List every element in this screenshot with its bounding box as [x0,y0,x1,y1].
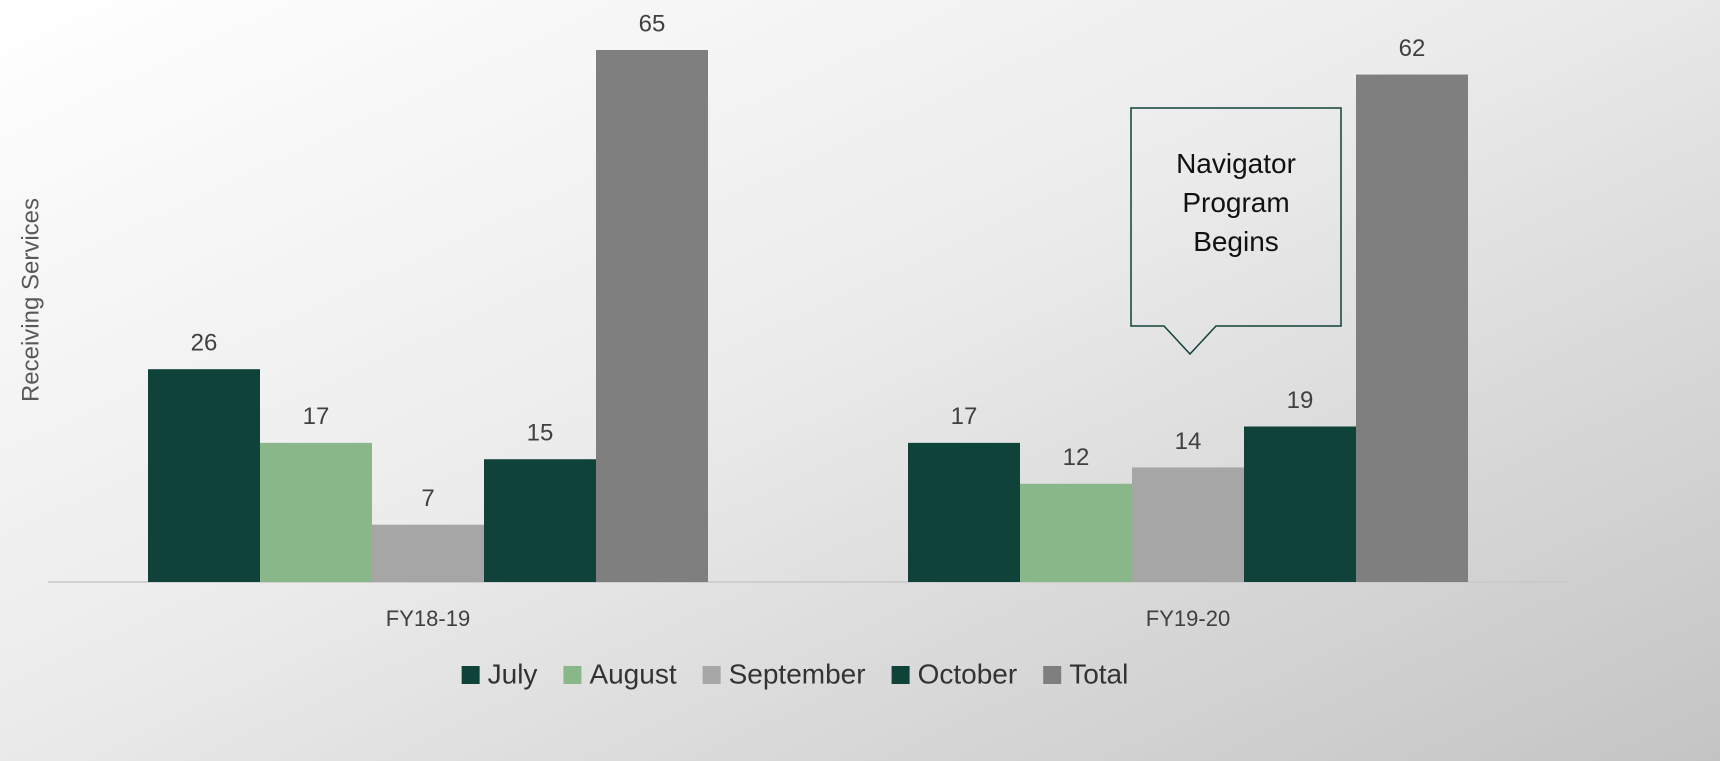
bar [1020,483,1132,582]
callout-box [1130,107,1342,356]
bar [372,524,484,582]
legend-label: Total [1069,658,1128,689]
bar [1356,74,1468,583]
data-label: 12 [1063,444,1090,471]
data-label: 65 [639,10,666,37]
bar [148,369,260,582]
bar [1244,426,1356,582]
bar [908,442,1020,582]
bar [1132,467,1244,582]
data-label: 15 [527,420,554,447]
legend-label: July [488,658,538,689]
data-label: 62 [1399,35,1426,62]
callout: Navigator Program Begins [1131,108,1341,326]
y-axis-label: Receiving Services [17,198,44,402]
data-label: 26 [191,330,218,357]
legend-swatch [1043,666,1062,684]
legend-swatch [702,666,721,684]
legend-label: September [729,658,866,689]
legend-swatch [461,666,480,684]
data-label: 7 [421,485,434,512]
data-label: 14 [1175,428,1202,455]
x-tick-label: FY19-20 [1146,606,1230,631]
legend-swatch [563,666,582,684]
data-label: 17 [303,403,330,430]
bar [596,50,708,582]
data-label: 19 [1287,387,1314,414]
legend-label: October [918,658,1018,689]
bar [260,442,372,582]
legend-label: August [589,658,676,689]
bar [484,459,596,582]
x-tick-label: FY18-19 [386,606,470,631]
annotation: Navigator Program Begins [1176,147,1296,257]
legend-swatch [891,666,910,684]
data-label: 17 [951,403,978,430]
